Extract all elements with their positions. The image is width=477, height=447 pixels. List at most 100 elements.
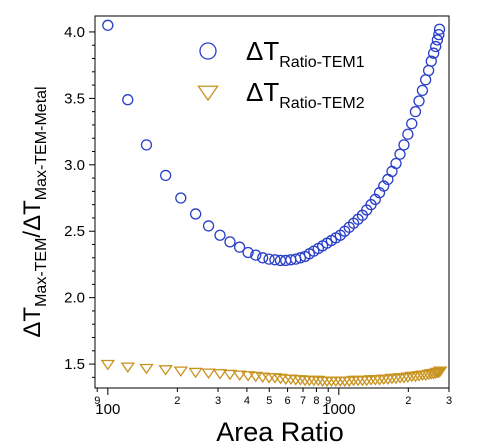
point-tem1 xyxy=(430,40,442,53)
y-label-sub-2: Max-TEM-Metal xyxy=(33,86,50,200)
point-tem1 xyxy=(420,74,432,86)
point-tem1 xyxy=(224,236,236,248)
y-label-sub-1: Max-TEM xyxy=(33,238,50,307)
x-minor-tick-label: 2 xyxy=(405,395,411,407)
legend-marker-tem1 xyxy=(199,42,217,60)
point-tem1 xyxy=(406,117,418,130)
legend-subscript: Ratio-TEM2 xyxy=(279,95,364,112)
point-tem1 xyxy=(433,28,445,41)
point-tem1 xyxy=(431,34,444,46)
point-tem1 xyxy=(402,128,414,140)
point-tem2 xyxy=(411,371,427,382)
point-tem1 xyxy=(189,208,202,220)
point-tem2 xyxy=(283,374,299,385)
x-minor-tick-label: 3 xyxy=(446,395,452,407)
x-minor-tick-label: 9 xyxy=(325,395,331,407)
legend-subscript: Ratio-TEM1 xyxy=(279,54,364,71)
point-tem1 xyxy=(122,94,134,106)
point-tem2 xyxy=(158,365,173,376)
point-tem1 xyxy=(398,139,410,151)
y-tick-label: 3.5 xyxy=(64,90,85,107)
point-tem1 xyxy=(102,19,114,31)
y-label-delta-1: ΔT xyxy=(19,307,46,338)
point-tem2 xyxy=(232,370,247,381)
x-minor-tick-label: 4 xyxy=(244,395,250,407)
series-tem2 xyxy=(100,359,448,387)
point-tem1 xyxy=(433,23,446,35)
point-tem2 xyxy=(212,369,228,380)
point-tem1 xyxy=(250,249,262,261)
point-tem2 xyxy=(120,362,136,373)
point-tem2 xyxy=(311,375,326,387)
point-tem1 xyxy=(409,106,422,118)
y-tick-label: 4.0 xyxy=(64,24,85,41)
point-tem2 xyxy=(273,373,288,385)
point-tem2 xyxy=(173,366,189,377)
point-tem2 xyxy=(433,366,448,377)
point-tem1 xyxy=(233,241,246,253)
x-minor-tick-label: 2 xyxy=(174,395,180,407)
point-tem1 xyxy=(202,220,215,232)
point-tem2 xyxy=(267,373,283,384)
y-tick-label: 2.0 xyxy=(64,290,85,307)
point-tem1 xyxy=(175,192,187,204)
x-minor-tick-label: 8 xyxy=(313,395,319,407)
legend-delta: ΔT xyxy=(246,36,279,66)
y-tick-label: 3.0 xyxy=(64,157,85,174)
point-tem1 xyxy=(160,169,172,182)
plot-frame xyxy=(94,15,450,389)
point-tem2 xyxy=(372,375,387,386)
point-tem2 xyxy=(139,363,154,375)
point-tem2 xyxy=(400,372,416,383)
point-tem2 xyxy=(293,375,308,386)
point-tem2 xyxy=(222,369,238,381)
data-series xyxy=(100,19,448,387)
y-label-slash: / xyxy=(19,231,46,238)
series-tem1 xyxy=(102,19,446,267)
x-minor-tick-label: 3 xyxy=(215,395,221,407)
point-tem2 xyxy=(240,371,256,382)
y-axis-label: ΔTMax-TEM/ΔTMax-TEM-Metal xyxy=(19,86,50,337)
point-tem1 xyxy=(269,254,281,266)
point-tem2 xyxy=(388,373,404,385)
point-tem1 xyxy=(413,95,425,107)
x-minor-tick-label: 7 xyxy=(300,395,306,407)
point-tem1 xyxy=(140,139,153,151)
legend-label-tem1: ΔTRatio-TEM1 xyxy=(246,36,365,71)
point-tem2 xyxy=(201,368,216,379)
point-tem2 xyxy=(408,371,423,383)
point-tem2 xyxy=(100,359,116,371)
point-tem1 xyxy=(242,246,254,259)
y-tick-label: 1.5 xyxy=(64,356,85,373)
y-label-delta-2: ΔT xyxy=(19,200,46,231)
y-axis: 1.5 2.0 2.5 3.0 3.5 4.0 xyxy=(64,24,95,378)
point-tem1 xyxy=(425,55,437,67)
legend-marker-tem2 xyxy=(197,85,219,102)
point-tem2 xyxy=(188,367,203,379)
point-tem1 xyxy=(214,229,226,241)
point-tem1 xyxy=(256,252,269,264)
point-tem2 xyxy=(359,375,374,387)
point-tem1 xyxy=(427,47,440,59)
point-tem2 xyxy=(341,376,357,387)
point-tem1 xyxy=(390,157,402,170)
x-minor-tick-label: 9 xyxy=(94,395,100,407)
x-tick-label: 1000 xyxy=(322,401,355,418)
legend-delta: ΔT xyxy=(246,77,279,107)
point-tem1 xyxy=(416,84,429,97)
x-minor-tick-label: 6 xyxy=(284,395,290,407)
y-tick-label: 2.5 xyxy=(64,223,85,240)
point-tem2 xyxy=(396,373,412,384)
point-tem1 xyxy=(263,253,275,265)
point-tem1 xyxy=(422,64,435,77)
x-minor-tick-label: 5 xyxy=(266,395,272,407)
x-tick-label: 100 xyxy=(95,401,120,418)
point-tem1 xyxy=(394,148,406,160)
legend-label-tem2: ΔTRatio-TEM2 xyxy=(246,77,365,112)
plot-border xyxy=(94,15,450,389)
x-axis-label: Area Ratio xyxy=(216,417,344,447)
point-tem2 xyxy=(380,374,396,385)
